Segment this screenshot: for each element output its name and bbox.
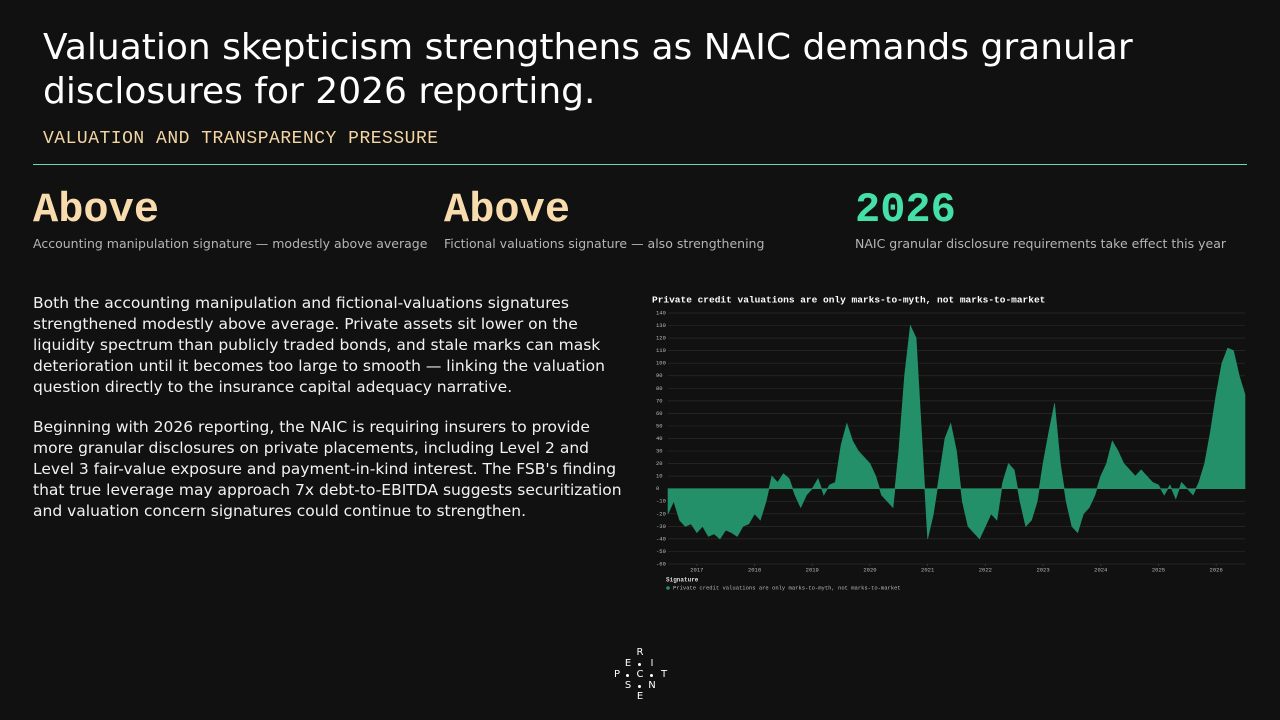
paragraph: Beginning with 2026 reporting, the NAIC …: [33, 418, 622, 520]
divider: [33, 164, 1247, 165]
legend-title: Signature: [666, 577, 699, 584]
y-tick-label: -60: [656, 560, 666, 567]
logo-dot: [638, 663, 641, 666]
logo-letter: N: [648, 680, 656, 691]
subtitle: VALUATION AND TRANSPARENCY PRESSURE: [43, 129, 439, 149]
stat-caption: Fictional valuations signature — also st…: [444, 236, 765, 251]
logo-letter: E: [624, 658, 632, 669]
x-tick-label: 2022: [979, 566, 992, 573]
y-tick-label: 60: [656, 410, 663, 417]
legend-swatch: [666, 586, 670, 590]
y-tick-label: 20: [656, 460, 663, 467]
y-tick-label: -10: [656, 498, 666, 505]
logo-letter: S: [624, 680, 632, 691]
x-tick-label: 2021: [921, 566, 935, 573]
logo-dot: [650, 674, 653, 677]
logo-letter: P: [613, 669, 621, 680]
logo-letter: I: [650, 658, 654, 669]
stat-value: Above: [444, 186, 571, 234]
x-tick-label: 2026: [1210, 566, 1223, 573]
x-tick-label: 2018: [748, 566, 761, 573]
x-tick-label: 2019: [806, 566, 819, 573]
stat-caption: Accounting manipulation signature — mode…: [33, 236, 428, 251]
y-tick-label: 140: [656, 309, 666, 316]
logo-letter: R: [636, 647, 644, 658]
chart: Private credit valuations are only marks…: [652, 295, 1246, 591]
stat-value: Above: [33, 186, 160, 234]
legend-label: Private credit valuations are only marks…: [673, 584, 901, 591]
y-tick-label: 100: [656, 360, 666, 367]
y-tick-label: 70: [656, 397, 663, 404]
y-tick-label: 110: [656, 347, 666, 354]
chart-title: Private credit valuations are only marks…: [652, 295, 1045, 306]
x-tick-label: 2024: [1094, 566, 1108, 573]
y-tick-label: 120: [656, 335, 666, 342]
y-tick-label: 80: [656, 385, 663, 392]
x-tick-label: 2025: [1152, 566, 1165, 573]
x-tick-label: 2020: [863, 566, 876, 573]
stat-value: 2026: [855, 186, 956, 234]
area: [667, 324, 1246, 540]
logo-dot: [638, 685, 641, 688]
y-tick-label: -30: [656, 523, 666, 530]
y-tick-label: -20: [656, 510, 666, 517]
paragraph: Both the accounting manipulation and fic…: [33, 294, 605, 396]
y-tick-label: 30: [656, 448, 663, 455]
logo-letter: C: [636, 669, 644, 680]
logo-letter: T: [660, 669, 668, 680]
logo-letter: E: [636, 691, 644, 702]
y-tick-label: 130: [656, 322, 666, 329]
x-tick-label: 2017: [690, 566, 703, 573]
y-tick-label: 90: [656, 372, 663, 379]
stat-caption: NAIC granular disclosure requirements ta…: [855, 236, 1227, 251]
logo-dot: [626, 674, 629, 677]
y-tick-label: 50: [656, 422, 663, 429]
y-tick-label: -50: [656, 548, 666, 555]
x-tick-label: 2023: [1036, 566, 1049, 573]
title: Valuation skepticism strengthens as NAIC…: [43, 27, 1133, 112]
y-tick-label: 10: [656, 473, 663, 480]
y-tick-label: 0: [656, 485, 659, 492]
y-tick-label: -40: [656, 535, 666, 542]
y-tick-label: 40: [656, 435, 663, 442]
